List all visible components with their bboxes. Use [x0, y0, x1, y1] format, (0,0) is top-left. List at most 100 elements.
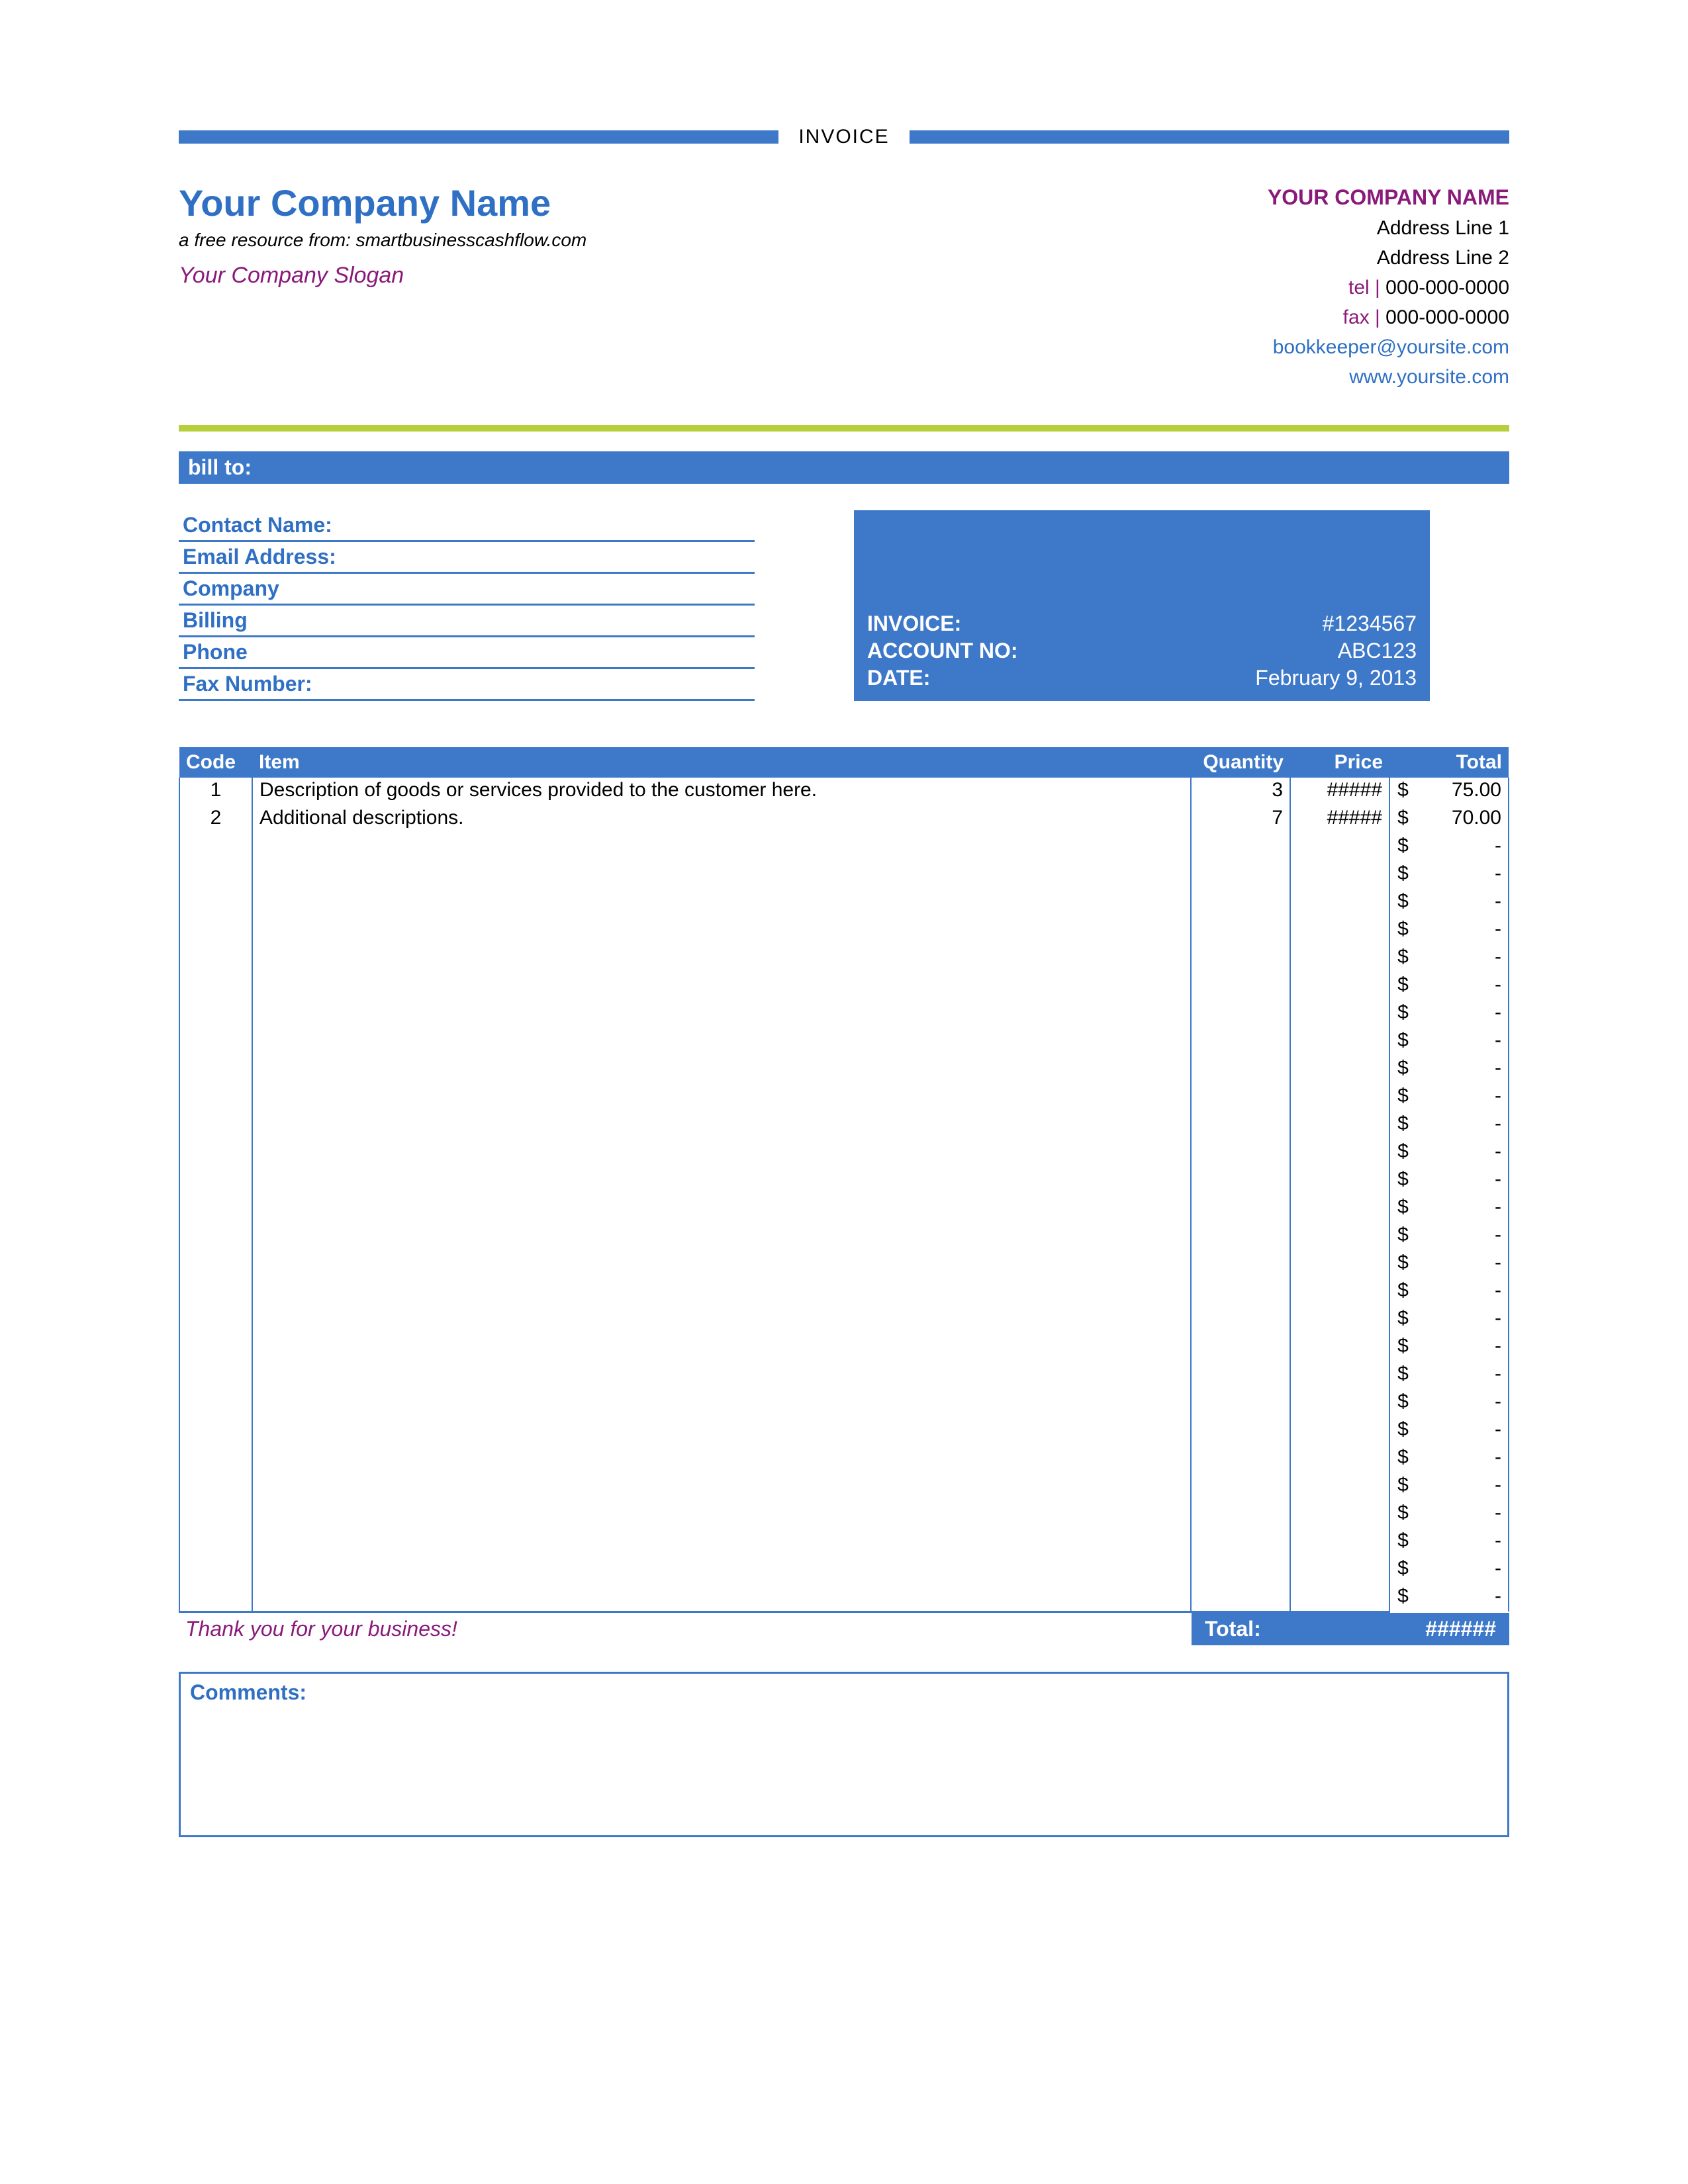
resource-line: a free resource from: smartbusinesscashf… — [179, 230, 586, 251]
cell-price — [1290, 1306, 1389, 1334]
bill-to-field: Phone — [179, 637, 755, 669]
table-row: $- — [179, 917, 1509, 944]
meta-label: ACCOUNT NO: — [867, 639, 1018, 663]
cell-item — [252, 1195, 1191, 1222]
fax-number: 000-000-0000 — [1385, 306, 1509, 328]
table-row: $- — [179, 861, 1509, 889]
bill-to-field: Email Address: — [179, 542, 755, 574]
cell-total: - — [1416, 1139, 1509, 1167]
top-rule-row: INVOICE — [179, 126, 1509, 148]
bill-to-field: Company — [179, 574, 755, 606]
total-value: ###### — [1425, 1617, 1496, 1641]
cell-item — [252, 1528, 1191, 1556]
cell-price — [1290, 972, 1389, 1000]
table-row: $- — [179, 1473, 1509, 1500]
cell-price: ##### — [1290, 805, 1389, 833]
total-box: Total: ###### — [1192, 1613, 1509, 1645]
cell-code — [179, 1111, 252, 1139]
cell-total: - — [1416, 1361, 1509, 1389]
info-row: Contact Name:Email Address:CompanyBillin… — [179, 510, 1509, 701]
cell-item: Description of goods or services provide… — [252, 778, 1191, 805]
cell-currency-symbol: $ — [1389, 805, 1416, 833]
cell-code — [179, 1361, 252, 1389]
cell-total: - — [1416, 1195, 1509, 1222]
cell-currency-symbol: $ — [1389, 1584, 1416, 1612]
cell-currency-symbol: $ — [1389, 1417, 1416, 1445]
meta-label: INVOICE: — [867, 612, 961, 636]
cell-price — [1290, 1111, 1389, 1139]
cell-total: - — [1416, 917, 1509, 944]
invoice-meta-box: INVOICE:#1234567ACCOUNT NO:ABC123DATE:Fe… — [854, 510, 1430, 701]
header-right: YOUR COMPANY NAME Address Line 1 Address… — [1268, 181, 1509, 392]
cell-price — [1290, 833, 1389, 861]
cell-currency-symbol: $ — [1389, 1056, 1416, 1083]
cell-code — [179, 1334, 252, 1361]
items-table-wrap: Code Item Quantity Price Total 1Descript… — [179, 747, 1509, 1645]
table-row: $- — [179, 1167, 1509, 1195]
table-row: $- — [179, 1306, 1509, 1334]
cell-qty — [1191, 1528, 1290, 1556]
cell-item — [252, 1278, 1191, 1306]
table-row: $- — [179, 1222, 1509, 1250]
table-row: $- — [179, 1250, 1509, 1278]
cell-total: - — [1416, 1445, 1509, 1473]
cell-item — [252, 1139, 1191, 1167]
cell-currency-symbol: $ — [1389, 833, 1416, 861]
cell-code — [179, 1083, 252, 1111]
cell-qty — [1191, 1056, 1290, 1083]
cell-qty — [1191, 1445, 1290, 1473]
header-row: Your Company Name a free resource from: … — [179, 181, 1509, 392]
cell-price — [1290, 1584, 1389, 1612]
cell-item — [252, 1361, 1191, 1389]
table-row: $- — [179, 1139, 1509, 1167]
cell-qty — [1191, 861, 1290, 889]
cell-price — [1290, 1222, 1389, 1250]
cell-qty — [1191, 1028, 1290, 1056]
cell-total: - — [1416, 1167, 1509, 1195]
cell-qty — [1191, 972, 1290, 1000]
cell-total: - — [1416, 861, 1509, 889]
address-line-1: Address Line 1 — [1268, 213, 1509, 243]
cell-qty: 3 — [1191, 778, 1290, 805]
table-row: $- — [179, 833, 1509, 861]
comments-box: Comments: — [179, 1672, 1509, 1837]
cell-price — [1290, 1473, 1389, 1500]
cell-price — [1290, 1278, 1389, 1306]
cell-code — [179, 1417, 252, 1445]
meta-label: DATE: — [867, 666, 930, 690]
cell-currency-symbol: $ — [1389, 1028, 1416, 1056]
cell-currency-symbol: $ — [1389, 778, 1416, 805]
meta-value: February 9, 2013 — [1255, 666, 1417, 690]
cell-total: - — [1416, 1334, 1509, 1361]
bill-to-field: Billing — [179, 606, 755, 637]
cell-total: - — [1416, 889, 1509, 917]
document-type-label: INVOICE — [798, 126, 889, 148]
cell-price — [1290, 1083, 1389, 1111]
table-row: $- — [179, 1111, 1509, 1139]
cell-item — [252, 1334, 1191, 1361]
col-header-qty: Quantity — [1191, 747, 1290, 778]
cell-code — [179, 1250, 252, 1278]
fax-prefix: fax | — [1343, 306, 1380, 328]
cell-currency-symbol: $ — [1389, 1500, 1416, 1528]
cell-qty — [1191, 889, 1290, 917]
meta-value: ABC123 — [1338, 639, 1417, 663]
cell-item — [252, 889, 1191, 917]
meta-row: ACCOUNT NO: ABC123 — [867, 637, 1417, 664]
cell-code — [179, 833, 252, 861]
col-header-item: Item — [252, 747, 1191, 778]
table-row: $- — [179, 972, 1509, 1000]
table-row: 1Description of goods or services provid… — [179, 778, 1509, 805]
cell-currency-symbol: $ — [1389, 917, 1416, 944]
bill-to-field: Fax Number: — [179, 669, 755, 701]
cell-price — [1290, 1500, 1389, 1528]
table-row: $- — [179, 1056, 1509, 1083]
cell-price — [1290, 1195, 1389, 1222]
meta-row: DATE: February 9, 2013 — [867, 664, 1417, 692]
table-row: $- — [179, 1389, 1509, 1417]
cell-total: - — [1416, 1111, 1509, 1139]
cell-qty — [1191, 1250, 1290, 1278]
col-header-code: Code — [179, 747, 252, 778]
cell-item: Additional descriptions. — [252, 805, 1191, 833]
cell-qty — [1191, 1306, 1290, 1334]
